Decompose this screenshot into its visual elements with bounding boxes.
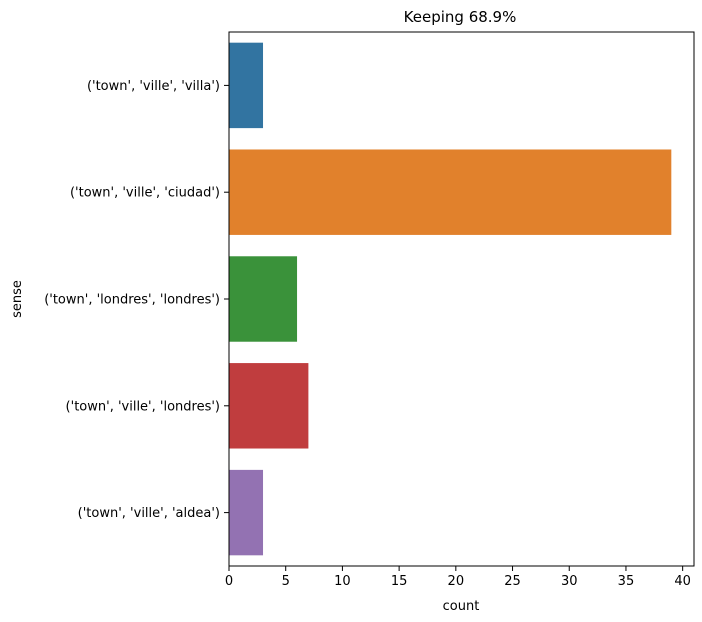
- y-tick-label: ('town', 'ville', 'villa'): [87, 79, 220, 94]
- x-tick-label: 10: [334, 574, 351, 589]
- x-tick-label: 15: [391, 574, 408, 589]
- chart-title: Keeping 68.9%: [404, 8, 517, 26]
- x-axis-label: count: [443, 599, 480, 614]
- bar: [229, 149, 672, 235]
- y-axis-label: sense: [10, 280, 25, 318]
- y-tick-label: ('town', 'ville', 'ciudad'): [70, 186, 220, 201]
- bar: [229, 363, 309, 449]
- y-tick-label: ('town', 'ville', 'aldea'): [78, 506, 220, 521]
- plot-frame: [228, 31, 695, 567]
- x-axis-ticks: 0 5 10 15 20 25 30 35 40: [225, 566, 691, 589]
- x-tick-label: 40: [674, 574, 691, 589]
- bar: [229, 42, 264, 129]
- bar: [229, 469, 264, 556]
- bar: [229, 256, 298, 342]
- x-tick-label: 35: [618, 574, 635, 589]
- x-tick-label: 30: [561, 574, 578, 589]
- x-tick-label: 25: [504, 574, 521, 589]
- x-tick-label: 5: [282, 574, 290, 589]
- x-tick-label: 20: [448, 574, 465, 589]
- y-tick-label: ('town', 'londres', 'londres'): [44, 293, 220, 308]
- x-tick-label: 0: [225, 574, 233, 589]
- y-tick-label: ('town', 'ville', 'londres'): [66, 399, 220, 414]
- y-axis-ticks: ('town', 'ville', 'villa') ('town', 'vill…: [44, 79, 229, 521]
- bars-group: [229, 42, 672, 556]
